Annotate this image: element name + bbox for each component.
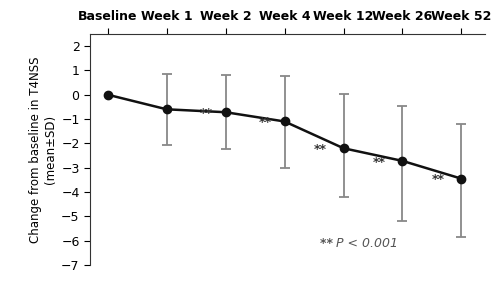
Text: **: ** <box>314 143 327 156</box>
Y-axis label: Change from baseline in T4NSS
(mean±SD): Change from baseline in T4NSS (mean±SD) <box>29 56 57 243</box>
Point <box>104 92 112 97</box>
Point <box>458 177 466 181</box>
Point <box>162 107 170 112</box>
Point <box>398 159 406 163</box>
Text: **: ** <box>258 116 272 129</box>
Text: **: ** <box>200 107 212 120</box>
Point <box>280 119 288 124</box>
Point <box>340 146 347 151</box>
Text: P < 0.001: P < 0.001 <box>336 237 398 250</box>
Text: **: ** <box>432 173 445 186</box>
Text: **: ** <box>320 237 338 250</box>
Text: **: ** <box>373 156 386 169</box>
Point <box>222 110 230 114</box>
